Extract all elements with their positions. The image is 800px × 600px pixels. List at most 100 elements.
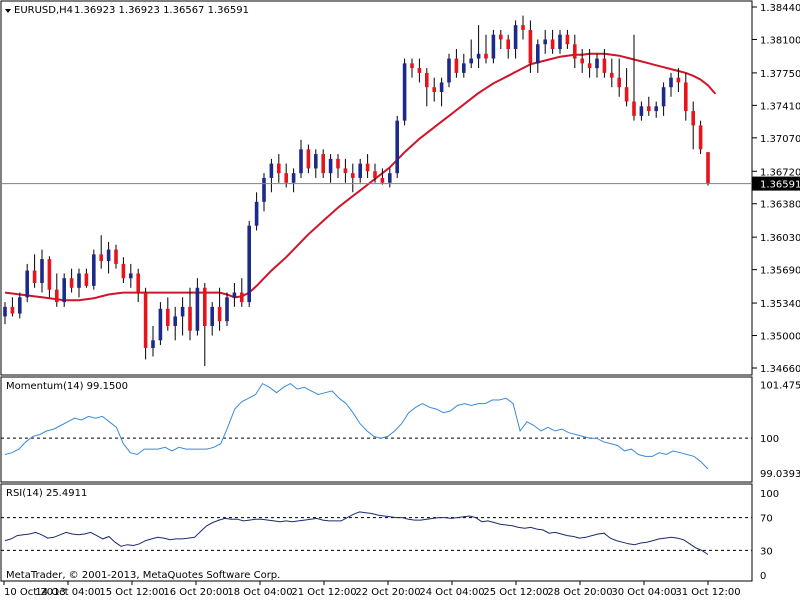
candle-body: [351, 173, 355, 178]
candle: [277, 154, 281, 183]
candle-body: [513, 25, 518, 50]
candle-body: [99, 254, 103, 262]
candle: [698, 120, 703, 155]
candle: [425, 68, 429, 107]
candle-body: [684, 82, 688, 112]
candle: [410, 58, 414, 78]
candle: [454, 49, 459, 78]
candle-body: [454, 58, 459, 73]
candle-body: [573, 44, 577, 59]
price-axis: 1.38440 1.38100 1.37750 1.37410 1.37070 1.367…: [752, 3, 800, 375]
time-tick-label: 24 Oct 04:00: [419, 587, 484, 598]
time-tick-label: 14 Oct 04:00: [35, 587, 100, 598]
candle-body: [610, 72, 614, 78]
candle-body: [691, 111, 695, 126]
candle-body: [328, 158, 333, 174]
candle: [602, 49, 607, 78]
candle-body: [617, 77, 621, 88]
price-tick-label: 1.38440: [760, 3, 800, 14]
candle-body: [277, 163, 281, 174]
symbol-label: EURUSD,H4: [14, 5, 73, 16]
candle: [240, 278, 244, 307]
price-tick-label: 1.35690: [760, 266, 800, 277]
candle-body: [77, 273, 81, 288]
candle-body: [143, 292, 148, 348]
candle: [129, 263, 133, 288]
candle: [166, 297, 170, 331]
candle-body: [151, 340, 155, 348]
candle-body: [92, 254, 96, 286]
rsi-title: RSI(14) 25.4911: [6, 488, 87, 499]
rsi-tick-label: 100: [760, 489, 779, 500]
candle-body: [84, 273, 89, 286]
candle-body: [528, 29, 533, 64]
candle: [462, 53, 466, 78]
candle-body: [336, 158, 340, 169]
candle: [476, 25, 481, 69]
candle: [84, 268, 89, 288]
candle-body: [395, 120, 399, 174]
candle: [121, 257, 126, 284]
candle: [47, 256, 52, 298]
candle: [380, 168, 385, 185]
candle-body: [180, 306, 185, 317]
candle: [484, 34, 488, 64]
time-tick-label: 31 Oct 12:00: [675, 587, 740, 598]
price-tick-label: 1.37750: [760, 69, 800, 80]
current-price-box: [752, 176, 800, 191]
candle-body: [3, 306, 7, 317]
momentum-line: [4, 382, 709, 470]
candle-body: [587, 63, 592, 69]
candle-body: [462, 63, 466, 73]
candle-body: [558, 34, 562, 50]
rsi-tick-label: 0: [760, 571, 766, 582]
candle-body: [491, 34, 496, 59]
candle-body: [654, 106, 658, 112]
candle: [558, 29, 562, 54]
candle: [684, 72, 688, 121]
candle: [40, 249, 44, 293]
candle: [136, 268, 140, 303]
candle-body: [321, 154, 325, 174]
candle-body: [676, 77, 681, 83]
candle: [513, 20, 518, 59]
candle-body: [402, 63, 407, 121]
candle-body: [373, 171, 377, 178]
candle-body: [432, 87, 436, 92]
price-panel-frame: [0, 0, 753, 376]
momentum-title: Momentum(14) 99.1500: [6, 381, 128, 392]
candle: [439, 77, 444, 107]
candle: [669, 72, 673, 97]
time-tick-label: 10 Oct 2013: [4, 587, 66, 598]
candle-body: [262, 177, 266, 202]
candle: [62, 273, 66, 307]
candle-body: [217, 306, 222, 322]
momentum-tick-label: 100: [760, 434, 779, 445]
candle-body: [388, 173, 392, 183]
candle: [417, 58, 422, 83]
candle: [395, 115, 399, 178]
price-tick-label: 1.36720: [760, 167, 800, 178]
candle: [336, 154, 340, 178]
time-tick-label: 21 Oct 12:00: [291, 587, 356, 598]
candle-body: [484, 53, 488, 59]
candle-body: [47, 259, 52, 290]
candle-body: [521, 25, 525, 30]
candle-body: [225, 297, 229, 322]
time-tick-label: 28 Oct 20:00: [547, 587, 612, 598]
candle: [432, 77, 436, 102]
candle: [321, 149, 325, 178]
candle: [595, 53, 599, 78]
candle-body: [32, 270, 37, 284]
triangle-down-icon[interactable]: [5, 9, 11, 13]
candle-body: [536, 44, 540, 64]
candle: [617, 58, 621, 97]
candle: [351, 163, 355, 193]
candle: [173, 306, 177, 341]
candle: [691, 101, 695, 150]
candle: [550, 29, 555, 54]
momentum-panel-frame: [0, 376, 753, 483]
candle: [676, 68, 681, 92]
